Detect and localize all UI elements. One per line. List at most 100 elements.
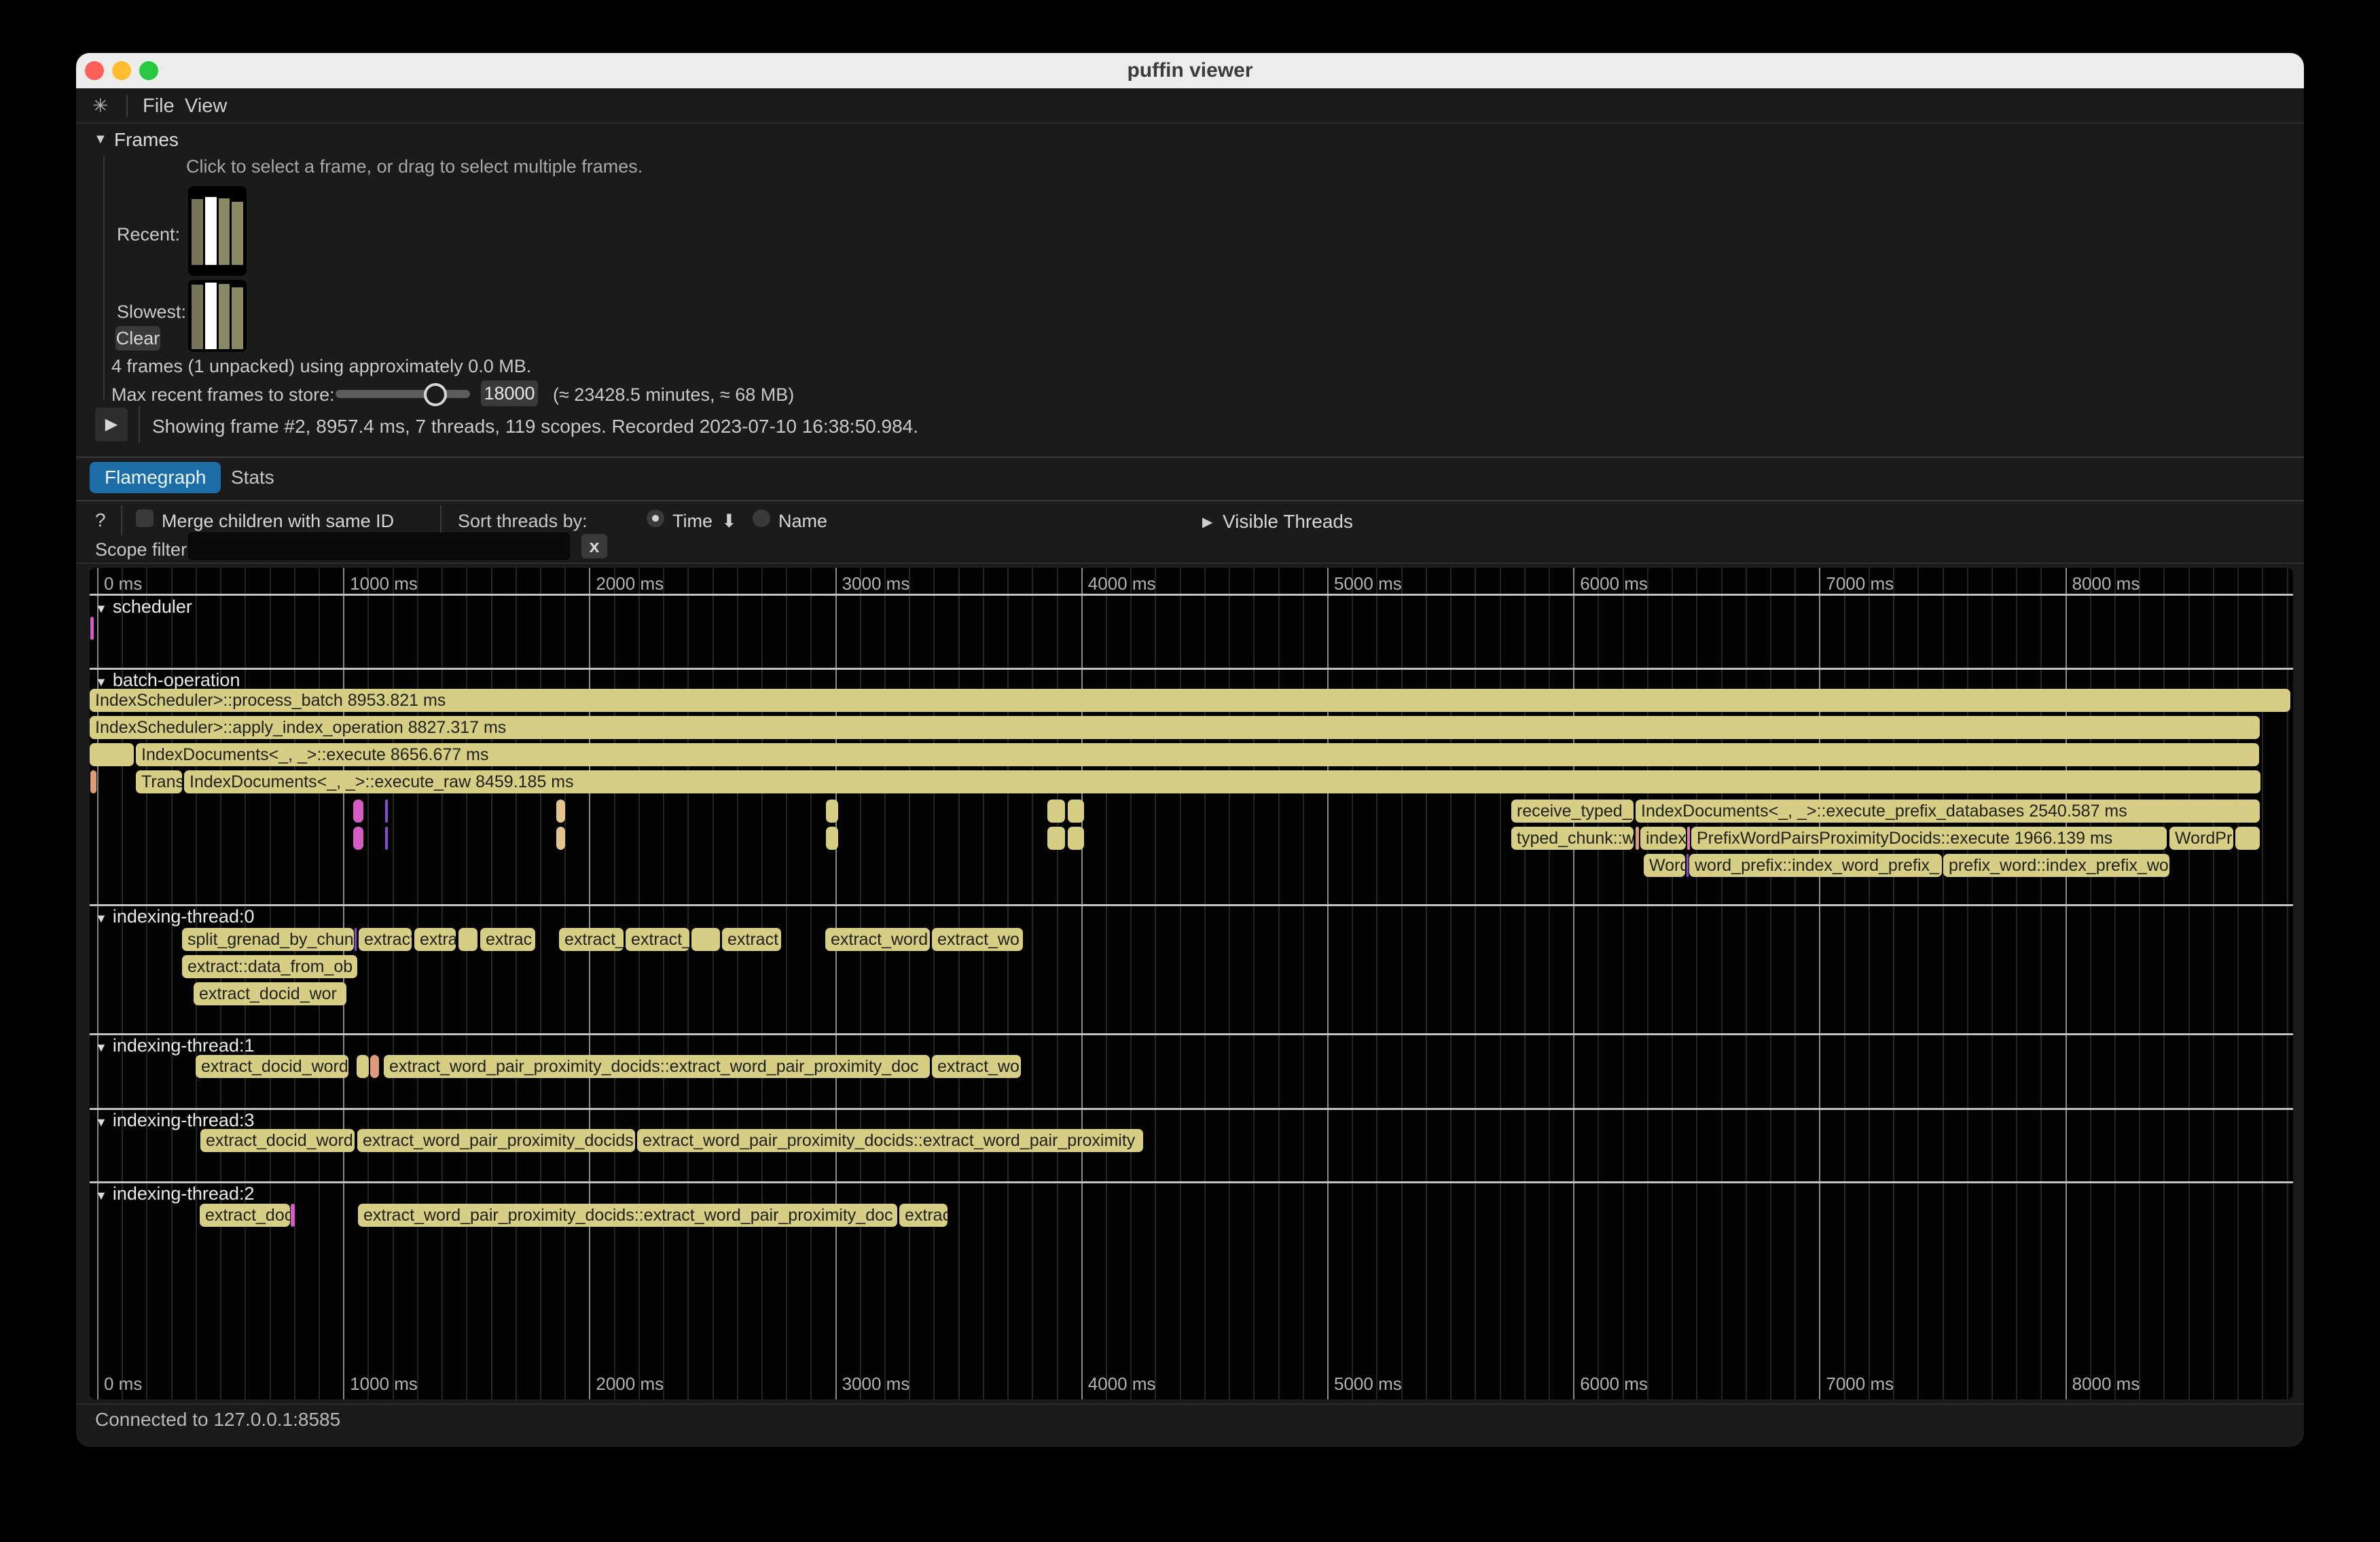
- menu-view[interactable]: View: [185, 95, 228, 117]
- merge-children-checkbox[interactable]: [136, 509, 154, 527]
- scope-bar[interactable]: IndexDocuments<_, _>::execute 8656.677 m…: [136, 743, 2259, 766]
- scope-bar[interactable]: IndexDocuments<_, _>::execute_raw 8459.1…: [184, 770, 2260, 793]
- scope-bar[interactable]: [826, 827, 838, 850]
- scope-bar[interactable]: extract_word: [825, 928, 930, 951]
- close-button[interactable]: [85, 61, 104, 80]
- thread-section-label[interactable]: ▼ indexing-thread:2: [95, 1183, 255, 1204]
- scope-bar[interactable]: [353, 827, 363, 850]
- scope-bar[interactable]: extract: [722, 928, 781, 951]
- scope-bar[interactable]: [291, 1204, 295, 1227]
- scope-bar[interactable]: split_grenad_by_chun: [182, 928, 354, 951]
- sort-name-label[interactable]: Name: [778, 511, 828, 531]
- thread-collapse-icon[interactable]: ▼: [95, 1115, 107, 1129]
- scope-bar[interactable]: extra: [414, 928, 456, 951]
- help-button[interactable]: ?: [95, 509, 106, 531]
- scope-bar[interactable]: [2235, 827, 2260, 850]
- frame-bar[interactable]: [232, 287, 243, 349]
- scope-bar[interactable]: WordPr: [2169, 827, 2233, 850]
- zoom-button[interactable]: [139, 61, 158, 80]
- max-frames-slider-knob[interactable]: [424, 383, 447, 406]
- scope-bar[interactable]: [458, 928, 477, 951]
- scope-bar[interactable]: [1047, 827, 1065, 850]
- clear-button[interactable]: Clear: [115, 326, 160, 351]
- thread-collapse-icon[interactable]: ▼: [95, 912, 107, 925]
- scope-bar[interactable]: extract_: [559, 928, 624, 951]
- scope-bar[interactable]: extract_docid_word: [196, 1055, 348, 1078]
- tab-stats[interactable]: Stats: [231, 467, 274, 488]
- scope-bar[interactable]: [90, 617, 94, 640]
- scope-bar[interactable]: [385, 800, 388, 823]
- frame-bar[interactable]: [218, 198, 230, 265]
- menu-file[interactable]: File: [143, 95, 175, 117]
- thread-section-label[interactable]: ▼ scheduler: [95, 596, 192, 617]
- scope-bar[interactable]: extrac: [899, 1204, 948, 1227]
- scope-bar[interactable]: [90, 770, 96, 793]
- scope-bar[interactable]: [826, 800, 838, 823]
- scope-bar[interactable]: word_prefix::index_word_prefix_: [1689, 854, 1942, 877]
- visible-threads-collapse-icon[interactable]: ▶: [1202, 515, 1213, 530]
- scope-bar[interactable]: extract_wo: [932, 1055, 1021, 1078]
- scope-bar[interactable]: extract_docid_wor: [194, 982, 346, 1005]
- sort-name-radio[interactable]: [753, 509, 770, 527]
- scope-bar[interactable]: prefix_word::index_prefix_wo: [1943, 854, 2169, 877]
- scope-bar[interactable]: typed_chunk::w: [1511, 827, 1634, 850]
- scope-bar[interactable]: [357, 1055, 369, 1078]
- scope-bar[interactable]: [1068, 800, 1084, 823]
- scope-bar[interactable]: [355, 928, 357, 951]
- frame-bar[interactable]: [232, 202, 243, 265]
- scope-bar[interactable]: extract_word_pair_proximity_docids: [357, 1129, 635, 1152]
- thread-collapse-icon[interactable]: ▼: [95, 602, 107, 615]
- scope-bar[interactable]: [385, 827, 388, 850]
- thread-section-label[interactable]: ▼ indexing-thread:1: [95, 1035, 255, 1056]
- scope-bar[interactable]: [353, 800, 363, 823]
- thread-collapse-icon[interactable]: ▼: [95, 675, 107, 689]
- max-frames-slider-track[interactable]: [336, 390, 470, 398]
- flamegraph-canvas[interactable]: 0 ms 0 ms 1000 ms 1000 ms 2000 ms 2000 ms 3000…: [90, 568, 2293, 1399]
- slowest-frames-thumbnail[interactable]: [188, 280, 247, 352]
- frame-bar[interactable]: [218, 283, 230, 349]
- scope-bar[interactable]: [90, 743, 134, 766]
- scope-bar[interactable]: Trans: [136, 770, 182, 793]
- sort-direction-icon[interactable]: ⬇: [721, 511, 737, 531]
- theme-toggle-icon[interactable]: ✳: [92, 95, 109, 116]
- thread-collapse-icon[interactable]: ▼: [95, 1041, 107, 1054]
- scope-bar[interactable]: PrefixWordPairsProximityDocids::execute …: [1691, 827, 2167, 850]
- scope-bar[interactable]: [556, 827, 565, 850]
- frames-header[interactable]: Frames: [114, 129, 179, 150]
- scope-bar[interactable]: extract_word_pair_proximity_docids::extr…: [358, 1204, 897, 1227]
- scope-bar[interactable]: [691, 928, 720, 951]
- scope-bar[interactable]: [1047, 800, 1065, 823]
- scope-bar[interactable]: extract_docid_word: [200, 1129, 355, 1152]
- scope-bar[interactable]: extract_wo: [932, 928, 1023, 951]
- scope-bar[interactable]: extract_doc: [200, 1204, 290, 1227]
- frames-collapse-icon[interactable]: ▼: [94, 132, 107, 147]
- scope-bar[interactable]: [1687, 854, 1689, 877]
- scope-bar[interactable]: [1687, 827, 1690, 850]
- frame-bar[interactable]: [192, 199, 203, 265]
- scope-bar[interactable]: extrac: [480, 928, 535, 951]
- scope-bar[interactable]: extract_: [626, 928, 689, 951]
- visible-threads-header[interactable]: Visible Threads: [1223, 511, 1353, 532]
- clear-filter-button[interactable]: x: [581, 534, 607, 558]
- scope-bar[interactable]: extract: [359, 928, 412, 951]
- scope-bar[interactable]: extract::data_from_ob: [182, 955, 357, 978]
- thread-collapse-icon[interactable]: ▼: [95, 1189, 107, 1202]
- sort-time-radio[interactable]: [647, 509, 664, 527]
- play-button[interactable]: ▶: [95, 408, 128, 442]
- scope-bar[interactable]: [1068, 827, 1084, 850]
- sort-time-label[interactable]: Time: [672, 511, 713, 531]
- scope-bar[interactable]: [370, 1055, 379, 1078]
- scope-bar[interactable]: IndexScheduler>::process_batch 8953.821 …: [90, 689, 2290, 712]
- scope-bar[interactable]: [1636, 827, 1639, 850]
- frame-bar[interactable]: [204, 197, 217, 265]
- scope-bar[interactable]: extract_word_pair_proximity_docids::extr…: [637, 1129, 1143, 1152]
- tab-flamegraph[interactable]: Flamegraph: [90, 462, 221, 493]
- scope-bar[interactable]: IndexDocuments<_, _>::execute_prefix_dat…: [1636, 800, 2260, 823]
- max-frames-value[interactable]: 18000: [481, 380, 538, 406]
- scope-bar[interactable]: [556, 800, 565, 823]
- thread-section-label[interactable]: ▼ indexing-thread:3: [95, 1110, 255, 1130]
- frame-bar[interactable]: [192, 284, 203, 349]
- recent-frames-thumbnail[interactable]: [188, 186, 247, 276]
- minimize-button[interactable]: [112, 61, 131, 80]
- scope-filter-input[interactable]: [188, 533, 570, 560]
